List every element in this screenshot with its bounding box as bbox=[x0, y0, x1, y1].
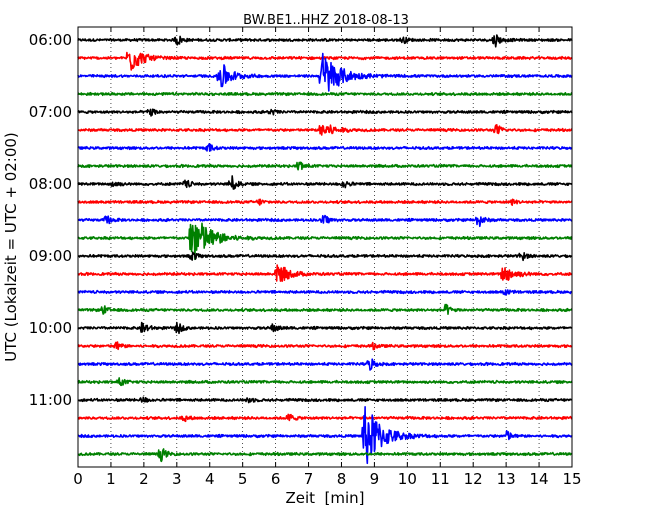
seismic-trace-1045 bbox=[77, 377, 573, 387]
seismic-trace-0830 bbox=[77, 214, 573, 228]
x-tick-label: 14 bbox=[530, 470, 549, 488]
seismic-trace-0730 bbox=[77, 143, 573, 152]
seismic-trace-1115 bbox=[77, 413, 573, 423]
seismic-trace-0630 bbox=[77, 52, 573, 92]
x-tick-label: 2 bbox=[139, 470, 149, 488]
x-tick-label: 5 bbox=[238, 470, 248, 488]
x-tick-label: 15 bbox=[562, 470, 581, 488]
seismic-trace-0745 bbox=[77, 161, 573, 171]
x-tick-label: 1 bbox=[106, 470, 116, 488]
x-tick-label: 7 bbox=[304, 470, 314, 488]
seismic-trace-1145 bbox=[77, 448, 573, 463]
seismic-trace-1015 bbox=[77, 341, 573, 351]
seismic-trace-0930 bbox=[77, 289, 573, 296]
x-tick-label: 9 bbox=[370, 470, 380, 488]
grid-layer bbox=[110, 27, 540, 467]
y-tick-label: 10:00 bbox=[29, 319, 72, 337]
x-tick-label: 8 bbox=[337, 470, 347, 488]
y-tick-label: 11:00 bbox=[29, 391, 72, 409]
seismic-trace-0800 bbox=[77, 175, 573, 190]
x-tick-label: 10 bbox=[398, 470, 417, 488]
seismic-trace-0700 bbox=[77, 108, 573, 117]
seismic-trace-0715 bbox=[77, 124, 573, 136]
x-tick-label: 13 bbox=[497, 470, 516, 488]
seismic-trace-1130 bbox=[77, 406, 573, 465]
seismic-trace-0945 bbox=[77, 303, 573, 315]
y-tick-label: 06:00 bbox=[29, 31, 72, 49]
x-tick-label: 11 bbox=[431, 470, 450, 488]
seismic-trace-1000 bbox=[77, 321, 573, 335]
x-tick-label: 0 bbox=[73, 470, 83, 488]
traces-layer bbox=[77, 34, 573, 465]
x-axis-label: Zeit [min] bbox=[285, 489, 364, 507]
seismic-trace-0600 bbox=[77, 34, 573, 48]
x-tick-label: 3 bbox=[172, 470, 182, 488]
seismic-trace-0645 bbox=[77, 91, 573, 97]
seismic-trace-0900 bbox=[77, 251, 573, 262]
seismic-trace-0815 bbox=[77, 198, 573, 206]
seismic-trace-1100 bbox=[77, 396, 573, 404]
x-tick-label: 4 bbox=[205, 470, 215, 488]
seismic-trace-0845 bbox=[77, 222, 573, 261]
y-tick-label: 08:00 bbox=[29, 175, 72, 193]
chart-title: BW.BE1..HHZ 2018-08-13 bbox=[243, 13, 409, 28]
seismic-trace-0915 bbox=[77, 264, 573, 282]
y-tick-label: 09:00 bbox=[29, 247, 72, 265]
x-tick-label: 12 bbox=[464, 470, 483, 488]
y-axis-label: UTC (Lokalzeit = UTC + 02:00) bbox=[2, 132, 20, 362]
x-tick-label: 6 bbox=[271, 470, 281, 488]
seismic-trace-1030 bbox=[77, 358, 573, 371]
plot-frame bbox=[77, 26, 573, 468]
y-tick-label: 07:00 bbox=[29, 103, 72, 121]
ticks-layer: 0 1 2 3 4 5 6 7 8 9 10 11 12 13 14 1506:0007:0008:0009:… bbox=[29, 27, 582, 488]
